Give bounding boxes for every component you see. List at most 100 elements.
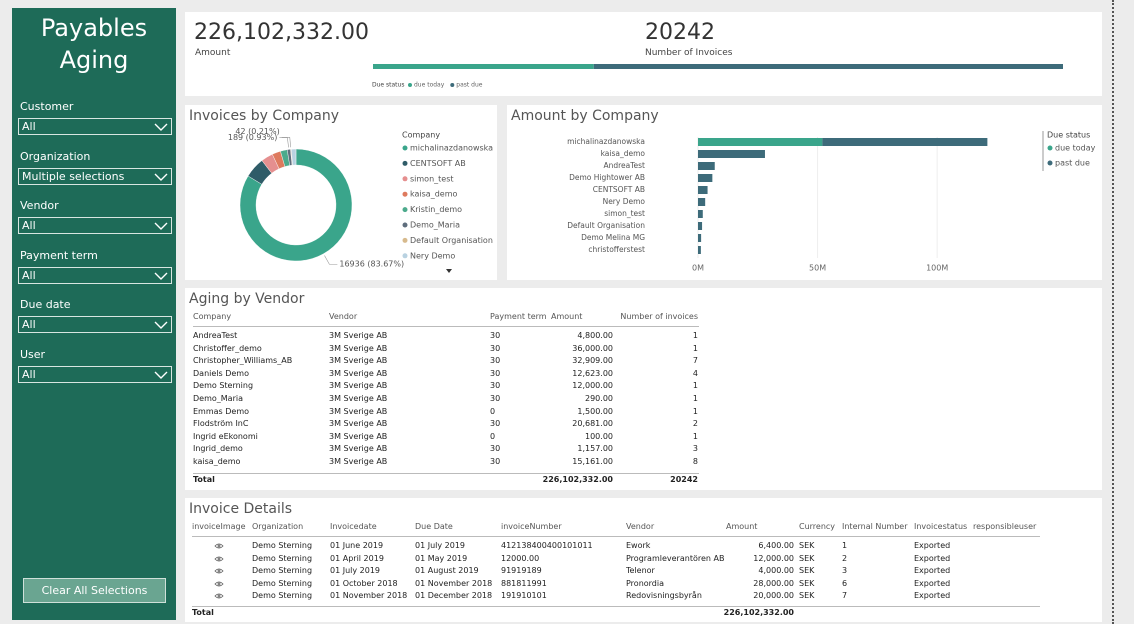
filter-dropdown[interactable]: All [18, 365, 172, 383]
bar [698, 246, 701, 254]
filter-dropdown[interactable]: All [18, 217, 172, 234]
bar [698, 222, 703, 230]
chevron [154, 123, 168, 131]
filter-label: Customer [20, 100, 74, 113]
chevron [154, 371, 168, 379]
x-tick-label: 0M [692, 264, 704, 273]
table-cell: 8 [692, 457, 698, 466]
table-cell: AndreaTest [193, 331, 238, 340]
panel-title: Invoices by Company [189, 108, 340, 124]
legend-label: michalinazdanowska [410, 144, 493, 153]
icon-path [214, 581, 224, 586]
legend-label: due today [1055, 144, 1096, 153]
table-cell: 30 [490, 394, 501, 403]
table-cell: Demo Sterning [252, 566, 313, 575]
table-cell: 30 [490, 381, 501, 391]
chevron [154, 272, 168, 280]
table-cell: 1 [692, 431, 698, 441]
table-cell: 32,909.00 [572, 356, 613, 366]
table-cell: Demo Sterning [252, 553, 313, 563]
table-cell: 3M Sverige AB [329, 444, 388, 454]
bar [698, 174, 713, 182]
table-cell: Internal Number [842, 522, 908, 531]
table-cell: 01 July 2019 [330, 566, 381, 575]
chevron-path [154, 222, 168, 230]
table-cell: Christopher_Williams_AB [193, 356, 293, 366]
table-cell: Demo Sterning [252, 578, 313, 588]
table-cell: SEK [799, 591, 815, 600]
table-cell: Exported [914, 578, 951, 588]
filter-label: Due date [20, 298, 71, 311]
legend-label: Default Organisation [410, 236, 493, 245]
legend-label: past due [456, 82, 482, 89]
filter-dropdown[interactable]: All [18, 118, 172, 135]
table-cell: 3M Sverige AB [329, 457, 388, 466]
table-cell: 2 [842, 553, 848, 563]
amount-label: Amount [195, 48, 231, 58]
table-cell: 0 [490, 406, 496, 416]
legend-dot [1047, 160, 1053, 166]
table-cell: 01 July 2019 [415, 541, 466, 550]
filter-dropdown[interactable]: Multiple selections [18, 167, 172, 185]
table-cell: Invoicestatus [914, 522, 968, 531]
table-cell: 3M Sverige AB [329, 394, 388, 403]
table-cell: 01 October 2018 [330, 578, 398, 588]
chevron-path [154, 272, 168, 280]
table-cell: Due Date [415, 522, 453, 531]
table-cell: Ework [626, 541, 651, 550]
table-cell: responsibleuser [973, 522, 1037, 531]
details-panel: Invoice Details invoiceImage Organization… [185, 498, 1102, 622]
header-rule [193, 326, 699, 327]
table-cell: Demo Sterning [252, 591, 313, 600]
table-cell: 20242 [670, 475, 698, 484]
clear-button[interactable]: Clear All Selections [23, 578, 166, 603]
table-cell: 01 June 2019 [330, 541, 384, 550]
filter-dropdown[interactable]: All [18, 316, 172, 333]
data-label: 189 (0.93%) [228, 133, 277, 142]
table-cell: SEK [799, 566, 815, 575]
invoice-image-icon [214, 543, 224, 549]
table-cell: 226,102,332.00 [542, 475, 613, 484]
filter-label: User [20, 347, 46, 361]
table-cell: 3 [842, 566, 848, 575]
invoice-image-icon [214, 568, 224, 574]
legend-label: CENTSOFT AB [410, 159, 466, 168]
table-cell: 1 [692, 394, 698, 403]
table-cell: 30 [490, 331, 501, 340]
table-cell: 01 April 2019 [330, 553, 384, 563]
table-cell: 412138400400101011 [501, 541, 593, 550]
bar [698, 186, 708, 194]
table-cell: Vendor [329, 312, 358, 321]
table-cell: invoiceNumber [501, 522, 562, 531]
table-cell: Christoffer_demo [193, 343, 262, 353]
table-cell: 1 [692, 331, 698, 340]
table-cell: 7 [842, 591, 848, 600]
table-cell: 3M Sverige AB [329, 343, 388, 353]
legend-label: Nery Demo [410, 251, 455, 260]
invoices-panel: 16936 (83.67%) 189 (0.93%) 42 (0.21%) Compa… [185, 105, 497, 280]
table-cell: 15,161.00 [572, 457, 613, 466]
y-tick-label: Nery Demo [603, 197, 646, 206]
table-cell: Exported [914, 566, 951, 575]
amount-panel: 0M 50M 100M michalinazdanowska kaisa_demo And… [507, 105, 1102, 280]
donut-slice [291, 148, 297, 166]
invoice-count: 20242 [645, 20, 715, 45]
table-cell: Amount [726, 522, 758, 531]
table-cell: Demo_Maria [193, 394, 243, 403]
table-cell: Telenor [626, 566, 655, 575]
table-cell: 1 [692, 406, 698, 416]
filter-dropdown[interactable]: All [18, 266, 172, 284]
amount-value: 226,102,332.00 [194, 20, 369, 45]
table-cell: 2 [692, 419, 698, 429]
filter-value: All [22, 318, 36, 331]
table-cell: Invoicedate [330, 522, 377, 531]
table-cell: Ingrid eEkonomi [193, 431, 258, 441]
legend-title: Company [402, 131, 440, 140]
data-label: 16936 (83.67%) [339, 260, 404, 269]
table-cell: Company [193, 312, 232, 321]
legend-dot [402, 253, 408, 259]
leader-line [279, 137, 289, 148]
kpi-panel: 226,102,332.00 Amount 20242 Number of In… [185, 12, 1102, 96]
legend-title: Due status [372, 82, 404, 89]
